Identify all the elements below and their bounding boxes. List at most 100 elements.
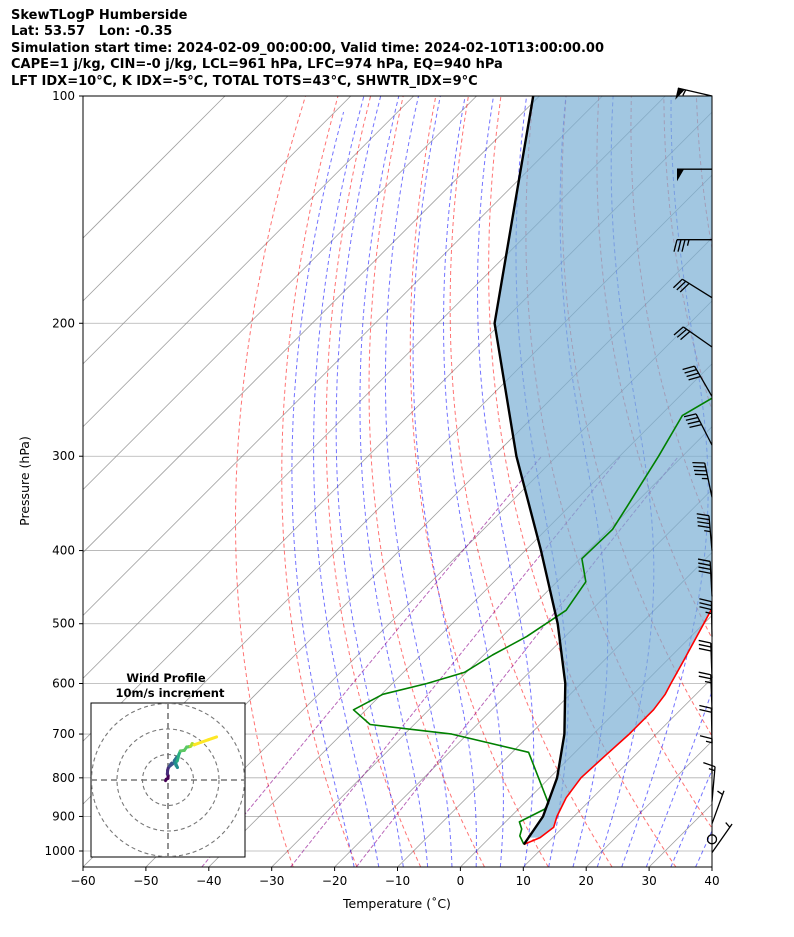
barb-full [698, 562, 711, 567]
parcel-profile [493, 96, 567, 846]
barb-full [699, 606, 712, 611]
y-tick-label: 900 [52, 809, 75, 823]
moist-adiabat [384, 96, 453, 867]
moist-adiabat [313, 96, 380, 867]
x-tick-label: −20 [322, 874, 347, 888]
x-tick-label: −60 [70, 874, 95, 888]
y-tick-label: 600 [52, 677, 75, 691]
x-tick-label: 20 [579, 874, 594, 888]
barb-full [673, 326, 684, 336]
x-tick-label: −40 [196, 874, 221, 888]
dry-adiabat [325, 96, 422, 867]
y-tick-label: 500 [52, 617, 75, 631]
x-tick-label: 10 [516, 874, 531, 888]
x-tick-label: 40 [704, 874, 719, 888]
barb-shaft [711, 823, 733, 854]
barb-pennant [675, 88, 685, 100]
barb-full [699, 704, 712, 709]
wind-barb [672, 278, 713, 299]
wind-barb [703, 762, 716, 802]
isotherm-line [83, 96, 352, 365]
y-tick-label: 300 [52, 449, 75, 463]
isotherm-line [334, 489, 712, 867]
barb-shaft [711, 790, 725, 824]
x-tick-label: −30 [259, 874, 284, 888]
moist-adiabat [291, 111, 355, 867]
dry-adiabat [235, 96, 306, 867]
wind-barb [675, 87, 713, 100]
isotherm-line [83, 96, 477, 491]
barb-half [704, 530, 711, 533]
barb-full [698, 671, 711, 676]
barb-full [698, 570, 711, 575]
barb-full [673, 239, 678, 252]
dry-adiabat [762, 96, 794, 867]
barb-full [697, 521, 710, 525]
moist-adiabat [645, 689, 712, 867]
barb-shaft [708, 515, 713, 551]
wind-barb [698, 671, 713, 710]
hodograph-plot [91, 703, 245, 857]
wind-barb [711, 822, 733, 854]
y-tick-label: 1000 [44, 844, 75, 858]
dry-adiabat [729, 96, 794, 867]
barb-half [704, 680, 712, 684]
barb-full [703, 762, 716, 768]
barb-half [705, 611, 712, 615]
barb-full [679, 282, 690, 293]
barb-full [682, 365, 695, 371]
barb-full [698, 675, 712, 680]
wind-barb [711, 790, 725, 824]
hodograph-trace-segment [207, 735, 219, 742]
barb-half [682, 89, 687, 96]
x-tick-label: 30 [641, 874, 656, 888]
dry-adiabat [449, 96, 613, 867]
moist-adiabat [335, 96, 404, 867]
isotherm-line [711, 866, 712, 867]
isotherm-line [523, 677, 712, 867]
barb-full [684, 368, 697, 374]
wind-barb [692, 461, 713, 498]
axis-ticks: −60 −50 −40 −30 −20 −10 0 10 20 30 40 1000 900 800 700… [44, 89, 719, 888]
dewpoint-profile [352, 397, 712, 845]
barb-full [677, 239, 682, 252]
mixing-ratio-line [355, 455, 679, 867]
convective-indices: CAPE=1 j/kg, CIN=-0 j/kg, LCL=961 hPa, L… [11, 57, 503, 73]
barb-full [680, 331, 691, 341]
wind-barb [682, 365, 713, 397]
barb-full [672, 278, 683, 289]
moist-adiabat [359, 96, 429, 867]
barb-full [699, 735, 713, 740]
wind-barb [673, 326, 713, 348]
barb-full [699, 602, 712, 607]
barb-shaft [704, 462, 713, 498]
station-location: Lat: 53.57 Lon: -0.35 [11, 24, 173, 40]
isotherm-line [83, 96, 414, 428]
barb-full [681, 239, 686, 252]
barb-full [676, 280, 687, 291]
hodograph: Wind Profile 10m/s increment [90, 671, 246, 858]
barb-half [686, 239, 690, 246]
temperature-profile [523, 606, 712, 846]
barb-full [689, 423, 702, 429]
barb-full [683, 413, 697, 418]
moist-adiabat [476, 96, 535, 867]
chart-title-block: SkewTLogP Humberside Lat: 53.57 Lon: -0.… [11, 8, 604, 90]
barb-shaft [681, 278, 713, 299]
wind-barb [677, 168, 712, 182]
barb-full [698, 566, 711, 571]
isotherm-line [83, 96, 603, 616]
barb-shaft [693, 365, 713, 397]
barb-full [698, 643, 712, 648]
isotherm-line [83, 96, 226, 239]
wind-barb [699, 735, 713, 774]
barb-full [676, 328, 688, 338]
chart-title: SkewTLogP Humberside [11, 8, 188, 23]
barb-full [698, 647, 712, 652]
y-tick-label: 700 [52, 727, 75, 741]
cape-shading [494, 96, 712, 838]
wind-barb [696, 513, 713, 551]
barb-full [685, 416, 699, 421]
moist-adiabat [442, 96, 504, 867]
dry-adiabat [281, 96, 358, 867]
